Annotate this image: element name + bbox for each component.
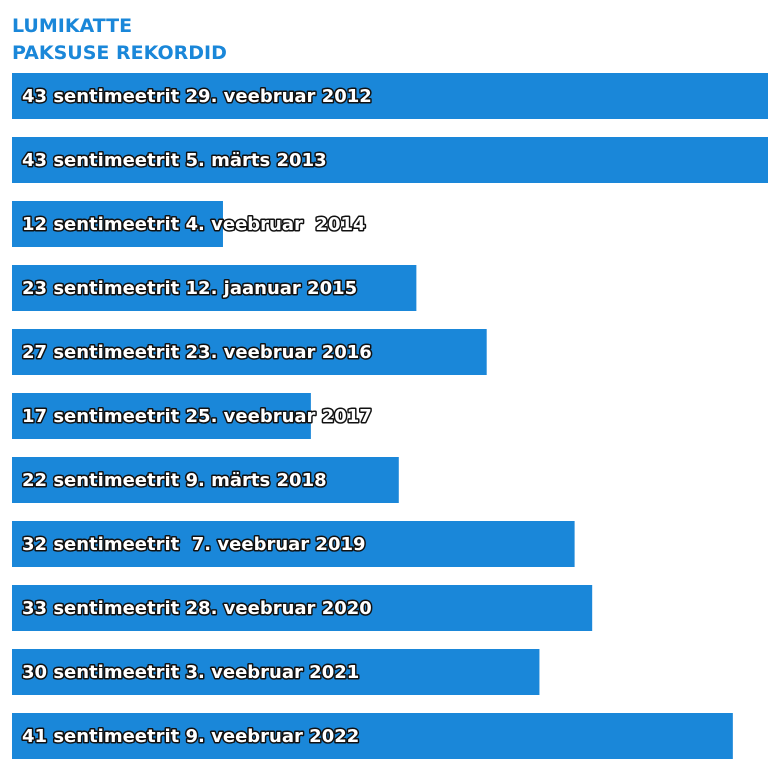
bar [12, 713, 733, 759]
value-label: 33 sentimeetrit 28. veebruar 2020 [22, 598, 372, 619]
value-label: 30 sentimeetrit 3. veebruar 2021 [22, 662, 359, 683]
value-label: 23 sentimeetrit 12. jaanuar 2015 [22, 278, 357, 299]
bar [12, 73, 768, 119]
value-label: 43 sentimeetrit 5. märts 2013 [22, 150, 327, 171]
value-label: 12 sentimeetrit 4. veebruar 2014 [22, 214, 366, 235]
value-label: 32 sentimeetrit 7. veebruar 2019 [22, 534, 366, 555]
bar [12, 585, 593, 631]
value-label: 17 sentimeetrit 25. veebruar 2017 [22, 406, 372, 427]
value-label: 41 sentimeetrit 9. veebruar 2022 [22, 726, 359, 747]
bar [12, 521, 575, 567]
value-label: 27 sentimeetrit 23. veebruar 2016 [22, 342, 372, 363]
chart-title: PAKSUSE REKORDID [12, 42, 227, 64]
bar [12, 649, 540, 695]
value-label: 22 sentimeetrit 9. märts 2018 [22, 470, 327, 491]
bar [12, 137, 768, 183]
bar [12, 201, 223, 247]
value-label: 43 sentimeetrit 29. veebruar 2012 [22, 86, 372, 107]
bar [12, 265, 417, 311]
bar [12, 393, 311, 439]
chart-title: LUMIKATTE [12, 15, 132, 37]
bar [12, 457, 399, 503]
bar [12, 329, 487, 375]
